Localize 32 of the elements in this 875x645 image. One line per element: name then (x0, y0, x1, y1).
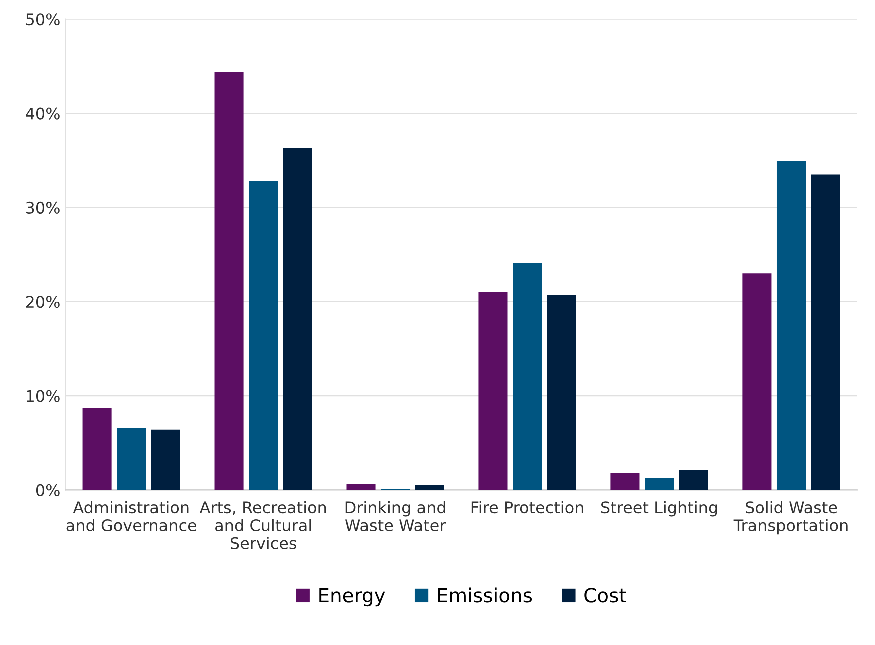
bar (811, 174, 840, 490)
bar (249, 181, 278, 490)
bar (415, 485, 444, 490)
bar (82, 408, 112, 490)
x-tick-label: Administration and Governance (66, 501, 197, 532)
bar (151, 430, 180, 490)
bar (610, 473, 640, 490)
legend-label: Cost (584, 588, 626, 603)
x-tick-label: Drinking and Waste Water (345, 501, 446, 532)
legend-label: Emissions (438, 588, 532, 603)
bar (645, 478, 674, 490)
x-tick-label: Solid Waste Transportation (734, 501, 848, 535)
y-tick-label: 30% (26, 202, 60, 214)
legend-label: Energy (320, 588, 386, 607)
y-tick-label: 0% (36, 484, 60, 496)
y-tick-label: 40% (26, 108, 60, 120)
bar (742, 274, 772, 490)
bar (547, 295, 576, 490)
y-tick-label: 20% (26, 296, 60, 308)
bar (346, 484, 376, 490)
x-tick-label: Fire Protection (472, 501, 584, 514)
y-tick-label: 10% (27, 390, 60, 402)
x-tick-label: Street Lighting (602, 501, 718, 517)
bar (283, 148, 312, 490)
x-tick-label: Arts, Recreation and Cultural Services (200, 501, 326, 550)
bar (478, 292, 508, 490)
bar (214, 72, 244, 490)
y-tick-label: 50% (26, 14, 60, 26)
bar (679, 470, 708, 490)
bar (117, 428, 146, 490)
bar (513, 263, 542, 490)
bar (776, 162, 806, 490)
